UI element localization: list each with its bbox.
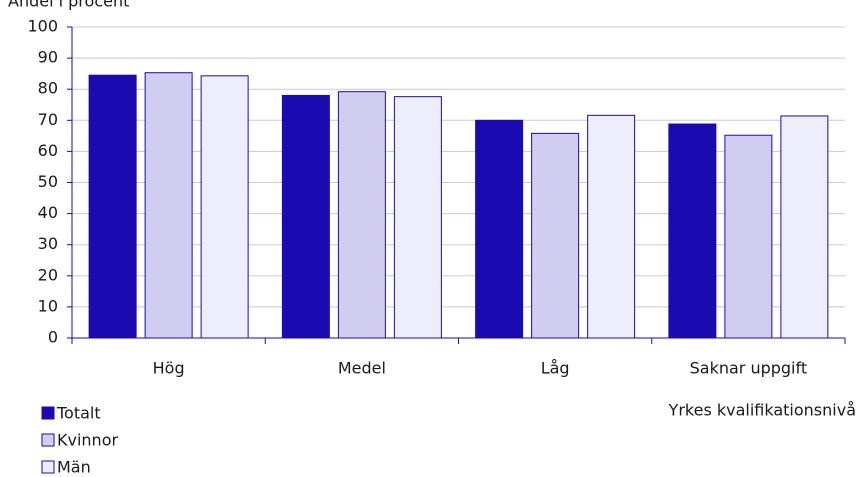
y-tick-label: 10 bbox=[38, 296, 58, 315]
y-tick-label: 20 bbox=[38, 265, 58, 284]
bar bbox=[200, 75, 249, 339]
bar bbox=[393, 96, 442, 339]
y-tick-label: 50 bbox=[38, 172, 58, 191]
x-tick-label: Saknar uppgift bbox=[690, 359, 808, 378]
legend-label: Totalt bbox=[56, 404, 101, 423]
bar bbox=[531, 132, 580, 339]
y-tick-label: 40 bbox=[38, 203, 58, 222]
y-tick-label: 80 bbox=[38, 79, 58, 98]
bar bbox=[475, 119, 524, 339]
bar bbox=[668, 123, 717, 339]
y-tick-label: 70 bbox=[38, 110, 58, 129]
legend-swatch bbox=[41, 460, 55, 474]
bar bbox=[587, 114, 636, 339]
bar bbox=[281, 94, 330, 339]
y-tick-label: 100 bbox=[27, 17, 58, 36]
bar bbox=[724, 134, 773, 339]
x-axis-label: Yrkes kvalifikationsnivå bbox=[668, 401, 856, 420]
x-tick-label: Hög bbox=[153, 359, 185, 378]
bar bbox=[337, 91, 386, 339]
legend-swatch bbox=[41, 433, 55, 447]
y-tick-label: 90 bbox=[38, 48, 58, 67]
legend-label: Kvinnor bbox=[57, 431, 118, 450]
y-tick-label: 30 bbox=[38, 234, 58, 253]
bar bbox=[144, 72, 193, 339]
legend-label: Män bbox=[57, 458, 91, 477]
legend-swatch bbox=[41, 406, 55, 420]
y-tick-label: 60 bbox=[38, 141, 58, 160]
x-tick-label: Låg bbox=[541, 359, 570, 378]
x-tick-label: Medel bbox=[338, 359, 386, 378]
y-tick-label: 0 bbox=[48, 328, 58, 347]
bar bbox=[780, 115, 829, 339]
bar bbox=[88, 74, 137, 339]
y-axis-label: Andel i procent bbox=[8, 0, 129, 11]
